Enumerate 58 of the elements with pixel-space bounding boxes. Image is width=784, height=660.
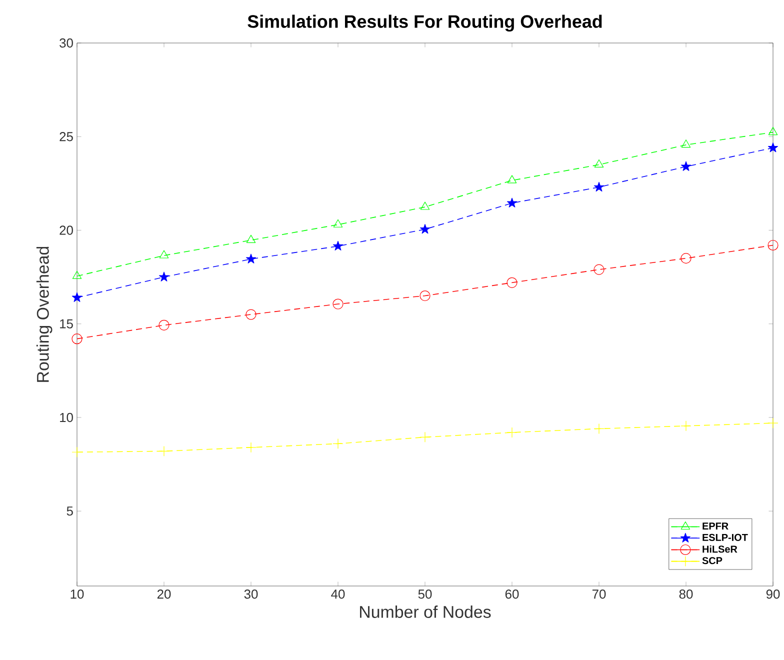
x-tick-label: 60 bbox=[505, 590, 519, 599]
point bbox=[332, 240, 344, 250]
y-tick-label: 30 bbox=[60, 38, 73, 48]
x-tick-label: 20 bbox=[157, 590, 171, 599]
y-tick-label: 10 bbox=[60, 412, 73, 422]
point bbox=[332, 298, 344, 310]
point bbox=[246, 254, 256, 264]
point bbox=[159, 250, 169, 258]
point bbox=[158, 272, 170, 282]
legend-label: SCP bbox=[702, 557, 722, 564]
point bbox=[246, 309, 256, 320]
point bbox=[420, 290, 430, 302]
point bbox=[332, 438, 344, 449]
y-tick-label: 25 bbox=[60, 132, 73, 142]
y-tick-label: 15 bbox=[60, 319, 73, 328]
point bbox=[594, 182, 604, 192]
y-tick-label: 5 bbox=[66, 506, 73, 516]
point bbox=[246, 442, 256, 453]
legend-label: HiLSeR bbox=[702, 545, 738, 553]
x-tick-label: 50 bbox=[418, 590, 432, 599]
point bbox=[594, 159, 604, 168]
point bbox=[768, 418, 778, 428]
legend-label: ESLP-IOT bbox=[702, 534, 748, 541]
x-tick-label: 90 bbox=[766, 590, 780, 599]
y-tick-label: 20 bbox=[60, 226, 73, 235]
point bbox=[158, 446, 170, 456]
point bbox=[72, 270, 82, 279]
x-tick-label: 70 bbox=[592, 590, 606, 599]
point bbox=[507, 175, 517, 184]
point bbox=[506, 277, 518, 288]
point bbox=[680, 420, 692, 432]
point bbox=[680, 161, 692, 171]
point bbox=[333, 219, 343, 228]
point bbox=[420, 202, 430, 210]
x-tick-label: 30 bbox=[244, 590, 258, 599]
point bbox=[72, 446, 82, 458]
point bbox=[594, 423, 604, 434]
legend-label: EPFR bbox=[702, 522, 728, 530]
point bbox=[246, 234, 256, 243]
point bbox=[72, 292, 82, 302]
x-tick-label: 10 bbox=[70, 590, 84, 599]
point bbox=[506, 427, 518, 438]
point bbox=[420, 224, 430, 234]
x-tick-label: 80 bbox=[679, 590, 693, 599]
point bbox=[768, 142, 778, 152]
point bbox=[506, 198, 518, 208]
y-axis-title: Routing Overhead bbox=[36, 246, 52, 382]
point bbox=[768, 240, 778, 250]
point bbox=[681, 140, 691, 148]
chart-title: Simulation Results For Routing Overhead bbox=[248, 14, 602, 32]
point bbox=[680, 253, 692, 264]
point bbox=[158, 320, 170, 330]
point bbox=[594, 264, 604, 275]
point bbox=[768, 127, 778, 136]
point bbox=[420, 432, 430, 442]
x-tick-label: 40 bbox=[331, 590, 345, 599]
point bbox=[72, 334, 82, 344]
x-axis-title: Number of Nodes bbox=[360, 606, 491, 618]
